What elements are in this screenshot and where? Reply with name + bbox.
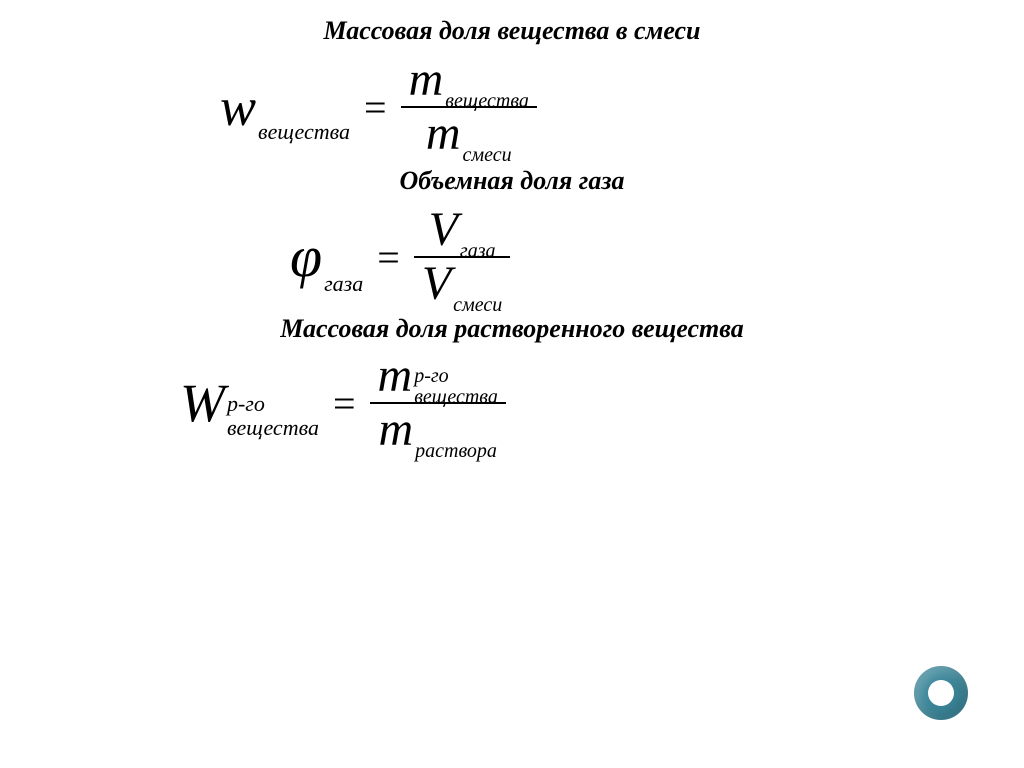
denominator-subscript: смеси — [453, 295, 502, 316]
lhs-subscript: р-го вещества — [227, 392, 319, 440]
formula-mass-fraction-solute: W р-го вещества = m р-го вещества m раст… — [180, 350, 984, 456]
heading-mass-fraction-mixture: Массовая доля вещества в смеси — [80, 16, 944, 46]
denominator-symbol: m — [426, 110, 461, 158]
numerator-symbol: m — [378, 352, 413, 400]
numerator-subscript: р-го вещества — [414, 366, 498, 408]
lhs-variable: φ газа — [290, 228, 363, 286]
formula-mass-fraction-mixture: w вещества = m вещества m смеси — [220, 54, 984, 160]
slide-accent-ring-hole — [928, 680, 954, 706]
heading-mass-fraction-solute: Массовая доля растворенного вещества — [40, 314, 984, 344]
numerator-symbol: V — [429, 206, 458, 254]
num-sub-line1: р-го — [414, 365, 448, 387]
lhs-variable: w вещества — [220, 80, 350, 134]
formula-volume-fraction-gas: φ газа = V газа V смеси — [290, 204, 984, 310]
fraction: m р-го вещества m раствора — [370, 350, 506, 456]
lhs-symbol: W — [180, 376, 225, 430]
denominator-symbol: V — [422, 260, 451, 308]
numerator-subscript: вещества — [445, 91, 529, 112]
equals-sign: = — [333, 380, 356, 427]
lhs-variable: W р-го вещества — [180, 376, 319, 430]
numerator: V газа — [421, 204, 504, 256]
numerator: m вещества — [401, 54, 537, 106]
num-sub-line2: вещества — [414, 387, 498, 408]
equals-sign: = — [377, 234, 400, 281]
heading-volume-fraction-gas: Объемная доля газа — [40, 166, 984, 196]
lhs-subscript: газа — [324, 272, 363, 296]
page-content: Массовая доля вещества в смеси w веществ… — [0, 0, 1024, 456]
denominator: V смеси — [414, 258, 510, 310]
denominator-subscript: смеси — [463, 145, 512, 166]
slide-accent-ring-icon — [914, 666, 968, 720]
numerator-symbol: m — [409, 56, 444, 104]
lhs-sub-line1: р-го — [227, 391, 265, 416]
denominator: m смеси — [418, 108, 520, 160]
fraction: V газа V смеси — [414, 204, 510, 310]
denominator-subscript: раствора — [415, 441, 497, 462]
numerator: m р-го вещества — [370, 350, 506, 402]
lhs-subscript: вещества — [258, 120, 350, 144]
lhs-sub-line2: вещества — [227, 416, 319, 440]
denominator-symbol: m — [378, 406, 413, 454]
lhs-symbol: φ — [290, 228, 322, 286]
numerator-subscript: газа — [460, 241, 496, 262]
denominator: m раствора — [370, 404, 504, 456]
equals-sign: = — [364, 84, 387, 131]
fraction: m вещества m смеси — [401, 54, 537, 160]
lhs-symbol: w — [220, 80, 256, 134]
